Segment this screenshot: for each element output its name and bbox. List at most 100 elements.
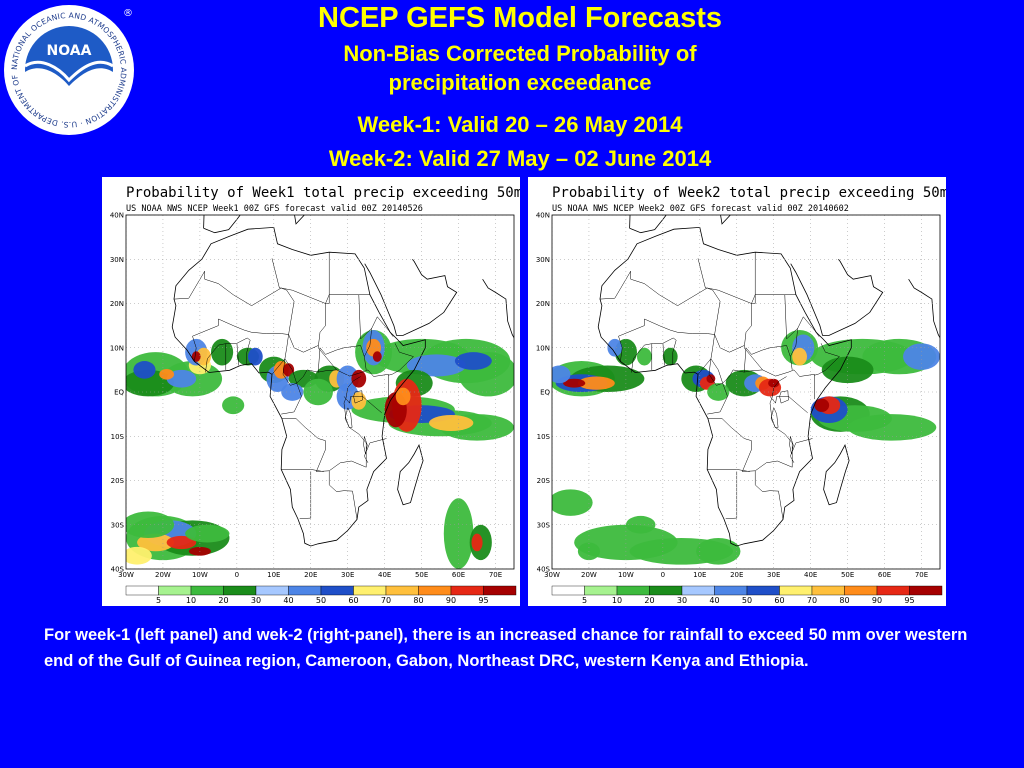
lake-outline bbox=[789, 436, 794, 455]
lon-tick-label: 20W bbox=[581, 571, 597, 579]
precip-contour bbox=[636, 347, 652, 366]
precip-contour bbox=[706, 374, 716, 384]
lat-tick-label: 40N bbox=[110, 212, 124, 220]
lake-outline bbox=[353, 390, 363, 404]
colorbar-swatch bbox=[909, 585, 943, 596]
colorbar-swatch bbox=[255, 585, 289, 596]
country-border bbox=[784, 294, 820, 340]
precip-contour bbox=[552, 489, 593, 516]
colorbar-swatch bbox=[616, 585, 650, 596]
country-border bbox=[755, 427, 793, 472]
precip-contour bbox=[552, 365, 571, 384]
coastline bbox=[203, 215, 241, 234]
lon-tick-label: 10W bbox=[618, 571, 634, 579]
country-border bbox=[358, 294, 394, 340]
colorbar-swatch bbox=[681, 585, 715, 596]
colorbar-swatch bbox=[450, 585, 484, 596]
country-border bbox=[618, 318, 715, 362]
country-border bbox=[697, 357, 728, 415]
week1-probability-map: Probability of Week1 total precip exceed… bbox=[102, 177, 520, 606]
colorbar-swatch bbox=[320, 585, 354, 596]
lon-tick-label: 10E bbox=[267, 571, 280, 579]
lon-tick-label: 30W bbox=[118, 571, 134, 579]
lon-tick-label: 10W bbox=[192, 571, 208, 579]
country-border bbox=[343, 376, 361, 428]
colorbar-label: 40 bbox=[709, 596, 719, 605]
colorbar: 5 10 20 30 40 50 60 70 80 90 95 bbox=[125, 585, 517, 605]
lon-tick-label: 40E bbox=[804, 571, 817, 579]
colorbar-label: 30 bbox=[677, 596, 687, 605]
country-border bbox=[707, 418, 756, 485]
lon-tick-label: 50E bbox=[841, 571, 854, 579]
precip-contour bbox=[191, 351, 201, 362]
lat-tick-label: EQ bbox=[540, 389, 550, 397]
precip-contour bbox=[247, 347, 263, 366]
colorbar-swatch bbox=[353, 585, 387, 596]
lake-outline bbox=[363, 436, 368, 455]
precip-contour bbox=[577, 376, 615, 390]
precip-contour bbox=[351, 369, 367, 388]
week1-valid-line: Week-1: Valid 20 – 26 May 2014 bbox=[357, 112, 683, 137]
colorbar-swatch bbox=[584, 585, 618, 596]
country-border bbox=[329, 427, 367, 472]
logo-center-text: NOAA bbox=[47, 43, 92, 59]
country-border bbox=[173, 270, 359, 306]
colorbar-label: 10 bbox=[612, 596, 622, 605]
colorbar-label: 5 bbox=[156, 596, 161, 605]
colorbar-label: 60 bbox=[348, 596, 358, 605]
precip-contour bbox=[185, 524, 230, 543]
noaa-logo: NOAA NATIONAL OCEANIC AND ATMOSPHERIC AD… bbox=[1, 2, 134, 135]
precip-contour bbox=[137, 533, 175, 552]
colorbar-swatch bbox=[551, 585, 585, 596]
precip-contour bbox=[903, 343, 940, 370]
colorbar: 5 10 20 30 40 50 60 70 80 90 95 bbox=[551, 585, 943, 605]
lat-tick-label: 40S bbox=[111, 566, 125, 574]
colorbar-swatch bbox=[190, 585, 224, 596]
country-border bbox=[662, 343, 665, 366]
panel-subtitle: US NOAA NWS NCEP Week1 00Z GFS forecast … bbox=[126, 204, 423, 214]
lat-tick-label: EQ bbox=[114, 389, 124, 397]
colorbar-swatch bbox=[746, 585, 780, 596]
panel-title: Probability of Week2 total precip exceed… bbox=[552, 185, 946, 201]
lat-tick-label: 30N bbox=[536, 256, 550, 264]
precip-contour bbox=[814, 398, 830, 412]
country-border bbox=[755, 484, 784, 520]
precip-contour bbox=[196, 347, 211, 366]
colorbar-label: 5 bbox=[582, 596, 587, 605]
lat-tick-label: 10S bbox=[537, 433, 551, 441]
colorbar-label: 20 bbox=[644, 596, 654, 605]
coastline bbox=[629, 215, 667, 234]
precip-contour bbox=[133, 361, 156, 379]
precip-contour bbox=[429, 415, 474, 431]
week2-valid-line: Week-2: Valid 27 May – 02 June 2014 bbox=[328, 146, 712, 171]
subtitle-line-2: precipitation exceedance bbox=[388, 70, 652, 95]
coastline bbox=[482, 278, 514, 339]
lon-tick-label: 30E bbox=[767, 571, 780, 579]
precip-contour bbox=[159, 368, 175, 380]
colorbar-swatch bbox=[649, 585, 683, 596]
precip-contour bbox=[607, 338, 623, 357]
lake-outline bbox=[779, 390, 789, 404]
precip-contour bbox=[792, 347, 807, 366]
country-border bbox=[790, 328, 798, 370]
coastline bbox=[364, 259, 458, 336]
country-border bbox=[364, 328, 372, 370]
precip-contour bbox=[283, 363, 295, 377]
subtitle-line-1: Non-Bias Corrected Probability of bbox=[343, 41, 697, 66]
country-border bbox=[599, 270, 785, 306]
lon-tick-label: 60E bbox=[452, 571, 465, 579]
colorbar-swatch bbox=[158, 585, 192, 596]
lon-tick-label: 0 bbox=[235, 571, 239, 579]
country-border bbox=[281, 469, 324, 472]
lon-tick-label: 50E bbox=[415, 571, 428, 579]
country-border bbox=[743, 345, 791, 373]
precip-contour bbox=[847, 414, 937, 441]
country-border bbox=[769, 396, 808, 413]
lon-tick-label: 70E bbox=[915, 571, 928, 579]
precip-contour bbox=[707, 383, 730, 401]
lat-tick-label: 20S bbox=[111, 477, 125, 485]
country-border bbox=[281, 418, 330, 485]
colorbar-label: 20 bbox=[218, 596, 228, 605]
coastline bbox=[790, 259, 884, 336]
country-border bbox=[192, 318, 289, 362]
